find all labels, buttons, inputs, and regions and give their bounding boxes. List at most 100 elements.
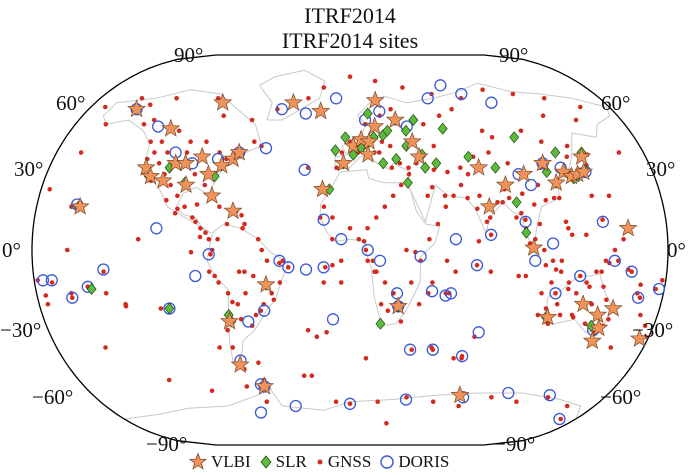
gnss-site [532, 202, 537, 207]
doris-site [549, 287, 562, 300]
gnss-site [321, 204, 327, 209]
gnss-site [225, 327, 230, 333]
gnss-site [391, 291, 396, 296]
gnss-site [251, 273, 256, 279]
gnss-site [252, 139, 257, 144]
vlbi-site [388, 296, 408, 315]
vlbi-site [161, 118, 181, 137]
doris-site [543, 389, 556, 402]
vlbi-site [198, 164, 218, 183]
gnss-site [324, 330, 329, 335]
gnss-site [225, 291, 231, 296]
gnss-site [563, 219, 569, 225]
gnss-site [347, 401, 353, 407]
gnss-site [606, 193, 612, 199]
gnss-site [409, 280, 414, 285]
vlbi-site [603, 298, 623, 317]
doris-site [36, 274, 50, 287]
gnss-site [193, 219, 198, 225]
gnss-site [553, 291, 558, 296]
doris-site [373, 254, 387, 267]
slr-site [340, 131, 351, 144]
doris-site [259, 142, 273, 155]
gnss-site [427, 236, 432, 242]
gnss-site [444, 258, 450, 264]
slr-site [382, 124, 393, 137]
lat-label-30-left: 30° [14, 157, 44, 181]
doris-site [298, 163, 311, 176]
vlbi-site [358, 144, 378, 163]
slr-site [437, 122, 448, 135]
vlbi-site [230, 354, 250, 373]
gnss-site [398, 182, 404, 188]
doris-site [335, 233, 348, 246]
gnss-site [152, 150, 157, 155]
doris-site [151, 120, 165, 133]
doris-site [399, 393, 413, 406]
gnss-site [277, 280, 283, 285]
gnss-site [514, 215, 519, 220]
slr-site [408, 113, 419, 127]
gnss-site [406, 165, 411, 170]
gnss-site [638, 312, 643, 318]
gnss-site [123, 304, 129, 309]
gnss-site [551, 195, 557, 201]
gnss-site [549, 280, 554, 285]
gnss-site [621, 236, 626, 242]
slr-site [362, 107, 373, 120]
gnss-site [430, 347, 436, 353]
doris-site [484, 228, 498, 241]
gnss-site [258, 308, 264, 314]
gnss-site [559, 258, 565, 264]
gnss-site [612, 247, 618, 253]
gnss-site [103, 104, 108, 110]
slr-site [330, 144, 341, 157]
gnss-site [176, 128, 182, 134]
gnss-site [70, 295, 75, 301]
gnss-site [363, 247, 369, 253]
vlbi-site [229, 142, 249, 161]
gnss-site [321, 280, 327, 285]
gnss-site [168, 182, 173, 188]
doris-site [403, 343, 417, 356]
vlbi-site [311, 101, 331, 120]
doris-site [485, 96, 498, 109]
gnss-site [264, 399, 270, 405]
vlbi-site [365, 90, 385, 109]
vlbi-sites [70, 90, 650, 404]
gnss-site [557, 195, 562, 201]
doris-site [317, 213, 330, 226]
circle-icon [380, 455, 395, 469]
lat-label-m60-left: −60° [32, 385, 74, 409]
gnss-site [594, 269, 599, 275]
gnss-site [188, 249, 194, 255]
gnss-site [147, 102, 153, 108]
gnss-site [305, 327, 311, 333]
gnss-site [338, 280, 344, 285]
doris-site [282, 261, 295, 274]
gnss-site [239, 213, 244, 218]
gnss-site [629, 269, 634, 275]
vlbi-site [213, 92, 233, 111]
gnss-site [206, 236, 212, 242]
star-icon [188, 452, 208, 470]
gnss-site [606, 317, 611, 322]
doris-site [502, 386, 515, 400]
gnss-site [564, 154, 570, 160]
gnss-site [557, 312, 563, 318]
doris-site [472, 326, 485, 339]
gnss-site [516, 273, 521, 279]
legend-item-slr: SLR [259, 452, 307, 472]
doris-site [470, 259, 484, 272]
gnss-site [578, 104, 583, 110]
vlbi-site [572, 146, 592, 165]
legend-label-slr: SLR [275, 452, 307, 471]
legend-label-gnss: GNSS [327, 452, 372, 471]
gnss-site [184, 150, 190, 155]
gnss-site [488, 269, 494, 275]
slr-site [400, 124, 411, 137]
gnss-site [495, 200, 500, 205]
gnss-site [166, 377, 172, 383]
gnss-site [489, 395, 494, 400]
slr-site [391, 152, 402, 166]
